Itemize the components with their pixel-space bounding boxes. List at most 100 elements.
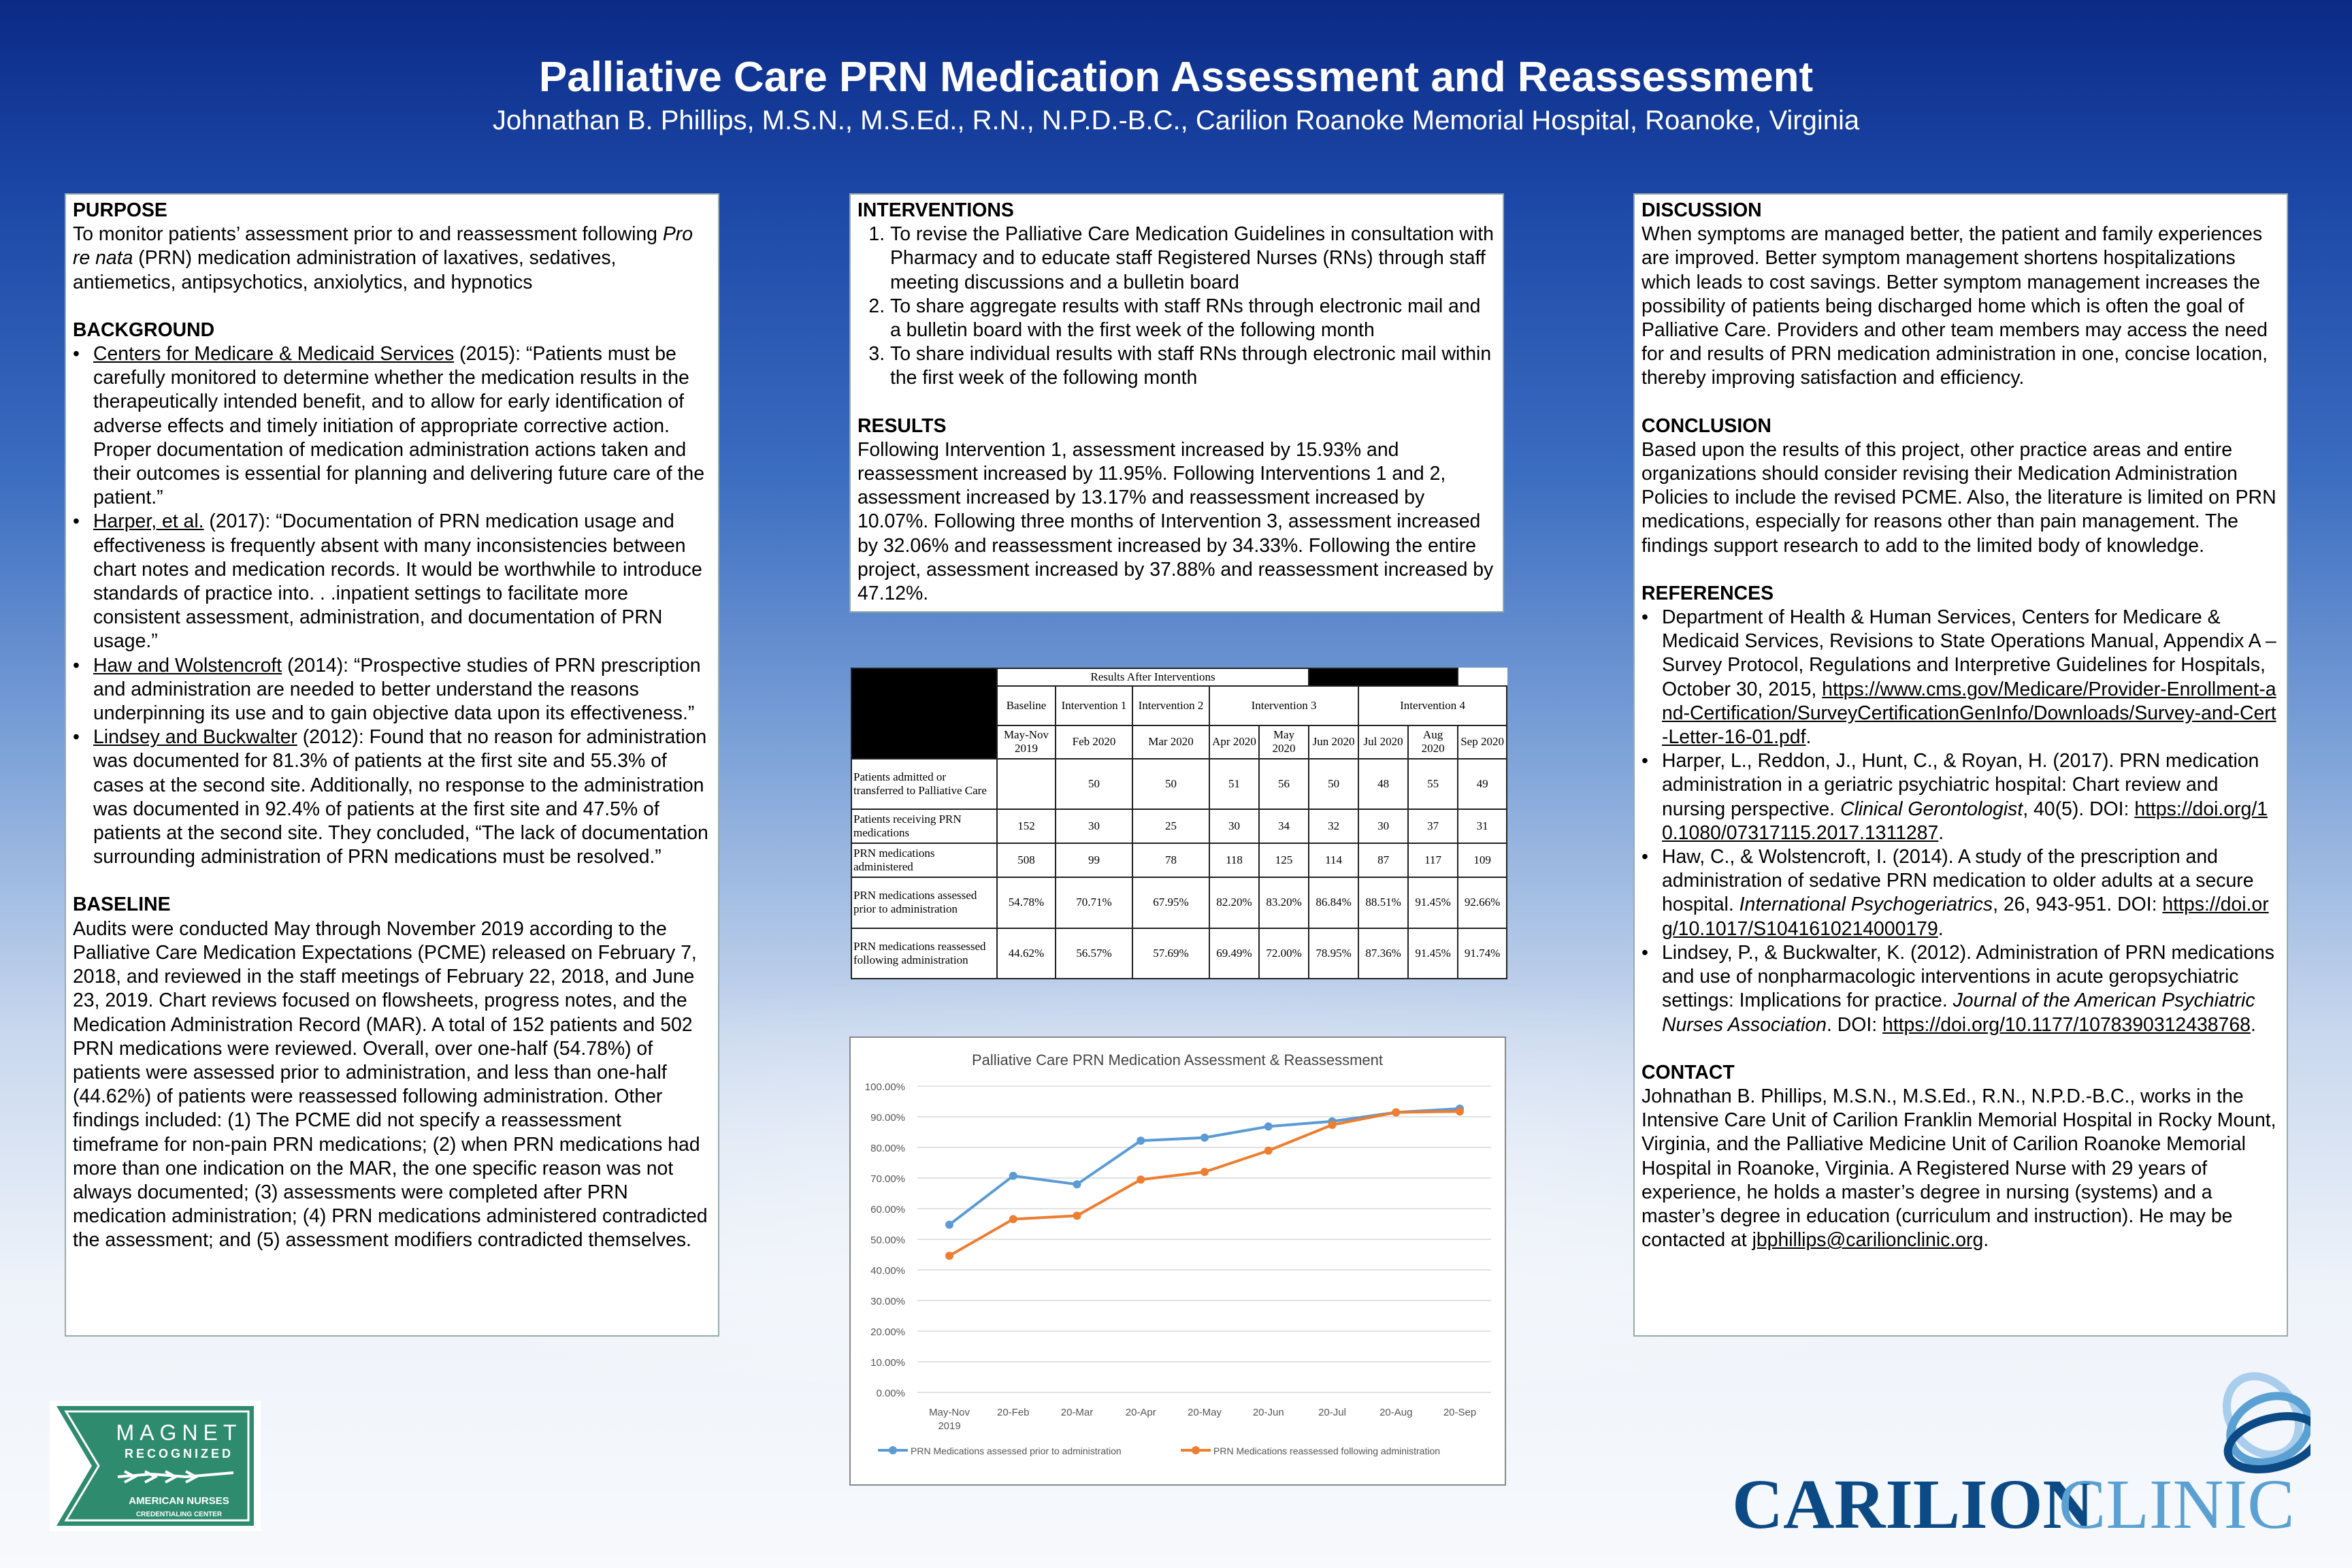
baseline-text: Audits were conducted May through Novemb… bbox=[73, 917, 708, 1252]
contact-email-link[interactable]: jbphillips@carilionclinic.org bbox=[1752, 1229, 1984, 1252]
data-point-1 bbox=[1456, 1107, 1464, 1116]
y-tick-label: 90.00% bbox=[870, 1112, 905, 1124]
intervention-item: To revise the Palliative Care Medication… bbox=[890, 223, 1496, 295]
data-point-1 bbox=[1264, 1146, 1273, 1155]
table-cell: 508 bbox=[996, 843, 1056, 879]
table-row: Patients admitted or transferred to Pall… bbox=[851, 757, 1508, 810]
y-tick-label: 10.00% bbox=[870, 1357, 905, 1369]
background-item-text: (2017): “Documentation of PRN medication… bbox=[93, 510, 702, 653]
reference-mid: , 40(5). DOI: bbox=[2023, 798, 2135, 820]
table-cell: 69.49% bbox=[1209, 927, 1260, 980]
baseline-heading: BASELINE bbox=[73, 894, 171, 916]
interventions-list: To revise the Palliative Care Medication… bbox=[858, 223, 1496, 390]
reference-post: . bbox=[1806, 726, 1812, 749]
reference-item: Department of Health & Human Services, C… bbox=[1642, 606, 2280, 749]
table-group-header: Results After Interventions bbox=[996, 667, 1310, 687]
discussion-heading: DISCUSSION bbox=[1642, 199, 1762, 221]
intervention-item: To share individual results with staff R… bbox=[890, 342, 1496, 390]
data-point-1 bbox=[1137, 1175, 1145, 1184]
reference-journal: Journal of the American Psychiatric Nurs… bbox=[1662, 990, 2255, 1036]
table-cell: 91.45% bbox=[1407, 927, 1459, 980]
table-cell: 92.66% bbox=[1457, 877, 1508, 929]
table-cell: 83.20% bbox=[1258, 877, 1310, 929]
table-cell: 54.78% bbox=[996, 877, 1056, 929]
table-header-filler bbox=[1308, 667, 1459, 687]
table-cell: 109 bbox=[1457, 843, 1508, 879]
table-row: PRN medications assessed prior to admini… bbox=[851, 877, 1508, 929]
reference-post: . bbox=[1938, 917, 1944, 940]
results-table: Results After Interventions Baseline Inte… bbox=[851, 667, 1508, 980]
magnet-line2: RECOGNIZED bbox=[125, 1447, 233, 1460]
reference-pre: Harper, L., Reddon, J., Hunt, C., & Roya… bbox=[1662, 750, 2259, 820]
reference-mid: , 26, 943-951. DOI: bbox=[1993, 894, 2163, 916]
legend-label-1: PRN Medications reassessed following adm… bbox=[1213, 1446, 1440, 1456]
carilion-word: CARILION bbox=[1732, 1465, 2094, 1539]
purpose-heading: PURPOSE bbox=[73, 199, 167, 221]
citation-link[interactable]: Haw and Wolstencroft bbox=[93, 654, 282, 676]
table-row: PRN medications reassessed following adm… bbox=[851, 927, 1508, 980]
reference-url-link[interactable]: https://www.cms.gov/Medicare/Provider-En… bbox=[1662, 678, 2276, 749]
table-cell: 32 bbox=[1308, 808, 1360, 845]
table-cell: 67.95% bbox=[1132, 877, 1210, 929]
table-cell: 118 bbox=[1209, 843, 1260, 879]
x-tick-label: 20-Jun bbox=[1253, 1407, 1284, 1418]
data-point-1 bbox=[1200, 1168, 1209, 1176]
reference-pre: Haw, C., & Wolstencroft, I. (2014). A st… bbox=[1662, 846, 2254, 916]
background-item: Centers for Medicare & Medicaid Services… bbox=[73, 342, 711, 510]
line-chart-svg: Palliative Care PRN Medication Assessmen… bbox=[865, 1051, 1491, 1456]
reference-mid: . DOI: bbox=[1826, 1013, 1882, 1036]
citation-link[interactable]: Centers for Medicare & Medicaid Services bbox=[93, 343, 455, 365]
x-tick-label: 20-Sep bbox=[1443, 1407, 1476, 1418]
results-text: Following Intervention 1, assessment inc… bbox=[858, 438, 1494, 605]
table-period-header: Jun 2020 bbox=[1308, 725, 1360, 760]
background-item-text: (2014): “Prospective studies of PRN pres… bbox=[93, 654, 701, 725]
reference-url-link[interactable]: https://doi.org/10.1177/1078390312438768 bbox=[1882, 1013, 2251, 1036]
reference-url-link[interactable]: https://doi.org/10.1017/S104161021400017… bbox=[1662, 894, 2269, 940]
table-cell: 91.74% bbox=[1457, 927, 1508, 980]
y-tick-label: 40.00% bbox=[870, 1265, 905, 1277]
legend-marker-1 bbox=[1192, 1446, 1200, 1454]
y-tick-label: 50.00% bbox=[870, 1235, 905, 1246]
table-period-header: Mar 2020 bbox=[1132, 725, 1210, 760]
magnet-line1: MAGNET bbox=[116, 1420, 242, 1445]
data-point-1 bbox=[1073, 1211, 1081, 1220]
data-point-0 bbox=[945, 1220, 953, 1229]
citation-link[interactable]: Harper, et al. bbox=[93, 510, 204, 533]
table-cell: 87 bbox=[1358, 843, 1409, 879]
data-point-1 bbox=[1009, 1215, 1017, 1224]
reference-item: Harper, L., Reddon, J., Hunt, C., & Roya… bbox=[1642, 749, 2280, 845]
series-line-0 bbox=[948, 1107, 1460, 1226]
poster-subtitle: Johnathan B. Phillips, M.S.N., M.S.Ed., … bbox=[492, 105, 1860, 135]
series-line-1 bbox=[949, 1110, 1460, 1257]
purpose-text: To monitor patients’ assessment prior to… bbox=[73, 223, 711, 295]
table-cell: 44.62% bbox=[996, 927, 1056, 980]
table-cell: 25 bbox=[1132, 808, 1210, 845]
y-tick-label: 60.00% bbox=[870, 1204, 905, 1215]
table-row-label: PRN medications administered bbox=[851, 843, 998, 879]
table-cell: 30 bbox=[1055, 808, 1133, 845]
background-item: Lindsey and Buckwalter (2012): Found tha… bbox=[73, 725, 711, 869]
table-row-label: Patients admitted or transferred to Pall… bbox=[851, 757, 998, 810]
table-phase-header: Intervention 3 bbox=[1208, 685, 1360, 727]
table-row: PRN medications administered 508 99 78 118 12… bbox=[851, 843, 1508, 879]
table-cell: 99 bbox=[1055, 843, 1133, 879]
table-phase-header: Intervention 2 bbox=[1132, 685, 1210, 727]
table-period-header: May 2020 bbox=[1258, 725, 1310, 760]
citation-link[interactable]: Lindsey and Buckwalter bbox=[93, 726, 297, 749]
data-point-0 bbox=[1264, 1122, 1273, 1131]
table-cell: 78.95% bbox=[1308, 927, 1360, 980]
x-tick-label-line: May-Nov bbox=[929, 1407, 970, 1418]
magnet-badge-icon: MAGNET RECOGNIZED AMERICAN NURSES CREDEN… bbox=[56, 1406, 254, 1526]
table-cell: 88.51% bbox=[1358, 877, 1409, 929]
x-tick-label: 20-Mar bbox=[1061, 1407, 1094, 1418]
reference-url-link[interactable]: https://doi.org/10.1080/07317115.2017.13… bbox=[1662, 798, 2268, 844]
table-period-header: Aug 2020 bbox=[1407, 725, 1459, 760]
table-cell: 70.71% bbox=[1055, 877, 1133, 929]
reference-post: . bbox=[1938, 821, 1944, 844]
background-item: Harper, et al. (2017): “Documentation of… bbox=[73, 510, 711, 653]
chart-title: Palliative Care PRN Medication Assessmen… bbox=[972, 1051, 1383, 1068]
x-tick-label: 20-Aug bbox=[1379, 1407, 1412, 1418]
magnet-line3: AMERICAN NURSES bbox=[129, 1495, 229, 1507]
reference-item: Haw, C., & Wolstencroft, I. (2014). A st… bbox=[1642, 845, 2280, 941]
table-cell: 51 bbox=[1209, 757, 1260, 810]
